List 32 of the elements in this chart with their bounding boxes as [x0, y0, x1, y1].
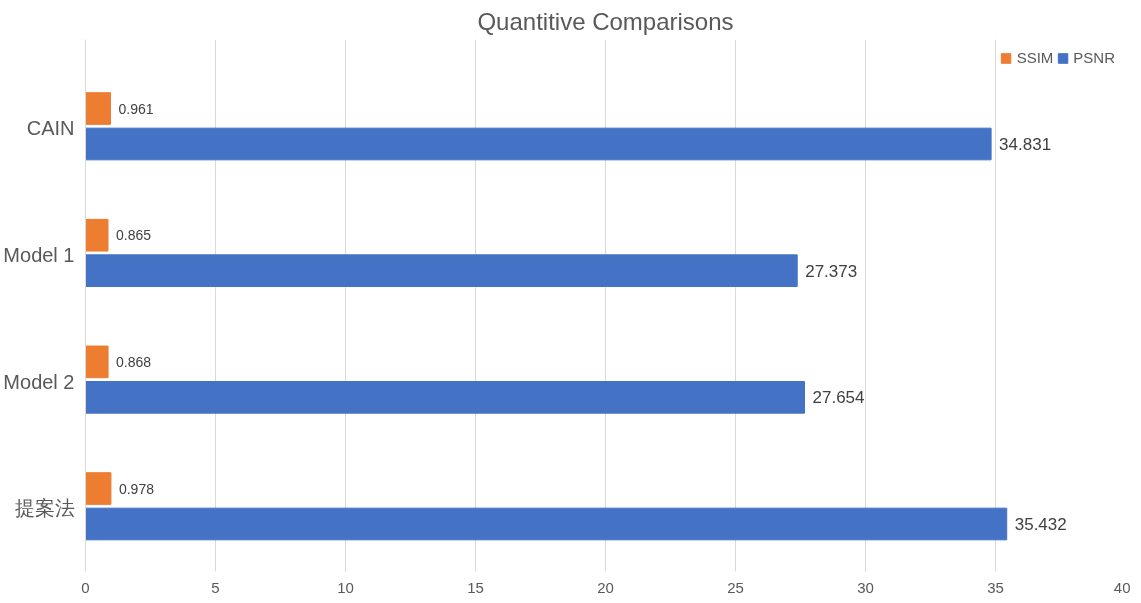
x-tick-label: 30: [857, 578, 874, 596]
y-tick-label: CAIN: [26, 117, 75, 140]
x-tick-label: 35: [987, 578, 1004, 596]
legend-label: PSNR: [1073, 49, 1115, 66]
data-label: 35.432: [1014, 515, 1067, 534]
chart-title: Quantitive Comparisons: [477, 7, 734, 35]
data-label: 0.978: [118, 480, 155, 497]
x-tick-label: 0: [81, 578, 90, 596]
data-label: 0.865: [115, 227, 152, 244]
bar: [85, 507, 1008, 541]
x-tick-label: 20: [597, 578, 614, 596]
bar: [85, 127, 992, 161]
bar: [85, 218, 109, 252]
y-tick-label: 提案法: [14, 497, 75, 520]
data-label: 0.868: [116, 353, 152, 370]
data-label: 27.373: [805, 261, 858, 281]
x-tick-label: 40: [1113, 578, 1131, 596]
data-label: 27.654: [812, 388, 865, 408]
bar: [85, 254, 798, 287]
y-tick-label: Model 1: [3, 243, 75, 266]
y-tick-label: Model 2: [3, 370, 75, 393]
x-tick-label: 5: [211, 578, 220, 596]
bar: [85, 92, 111, 125]
x-tick-label: 25: [727, 578, 744, 596]
legend-label: SSIM: [1016, 49, 1054, 66]
x-tick-label: 15: [467, 578, 484, 596]
bar: [85, 381, 805, 414]
data-label: 34.831: [999, 135, 1052, 154]
bar: [85, 345, 109, 379]
x-tick-label: 10: [337, 578, 354, 596]
bar: [85, 472, 112, 505]
data-label: 0.961: [118, 100, 154, 117]
